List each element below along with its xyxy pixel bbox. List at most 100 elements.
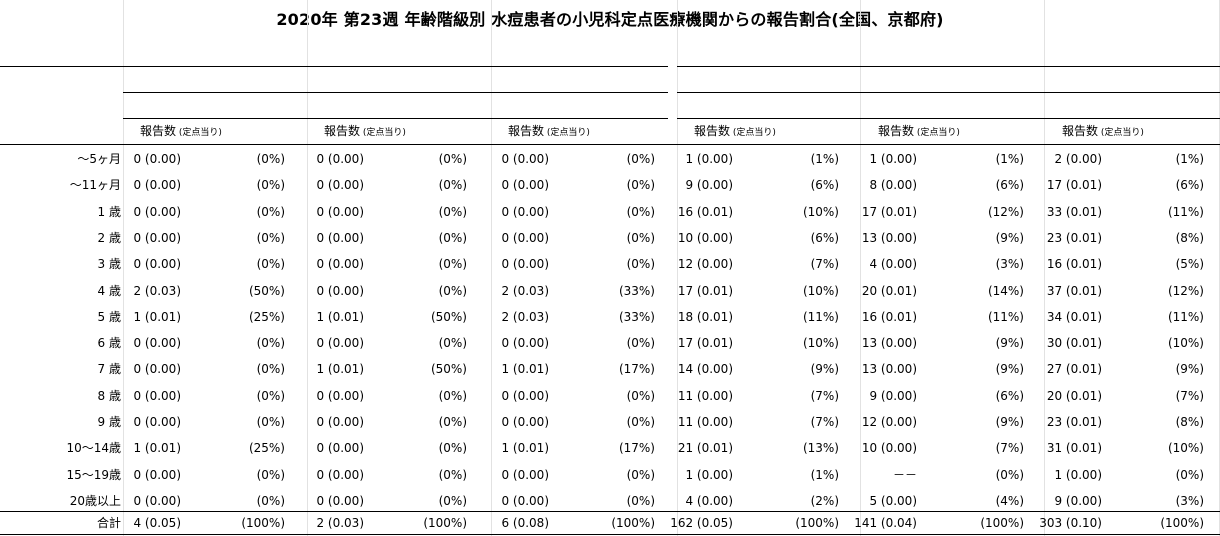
- count-note: (定点当り): [360, 128, 406, 138]
- count-cell: 0 (0.00): [133, 415, 181, 429]
- ratio-cell: (6%): [995, 178, 1024, 193]
- count-cell: 0 (0.00): [133, 178, 181, 193]
- count-cell: 20 (0.01): [1046, 388, 1102, 403]
- count-cell: 1 (0.00): [685, 467, 733, 482]
- ratio-cell: (0%): [256, 336, 285, 351]
- ratio-cell: (12%): [987, 204, 1024, 219]
- count-cell: 4 (0.00): [685, 493, 733, 508]
- count-column-header: 報告数 (定点当り): [324, 124, 406, 140]
- count-label: 報告数: [508, 124, 545, 138]
- ratio-cell: (9%): [810, 362, 839, 377]
- count-cell: 9 (0.00): [685, 178, 733, 193]
- count-cell: 13 (0.00): [861, 230, 917, 245]
- ratio-cell: (50%): [430, 309, 467, 324]
- ratio-cell: (0%): [256, 178, 285, 193]
- age-label: 15～19歳: [66, 467, 121, 482]
- ratio-cell: (6%): [810, 230, 839, 245]
- count-cell: 0 (0.00): [316, 204, 364, 219]
- count-cell: 20 (0.01): [861, 283, 917, 298]
- ratio-cell: (10%): [1167, 441, 1204, 456]
- count-cell: 0 (0.00): [316, 388, 364, 403]
- count-cell: 0 (0.00): [133, 467, 181, 482]
- ratio-cell: (0%): [1175, 467, 1204, 482]
- header-rule-sex: [677, 118, 1220, 119]
- report-title: 2020年 第23週 年齢階級別 水痘患者の小児科定点医療機関からの報告割合(全…: [276, 10, 944, 29]
- count-cell: 0 (0.00): [501, 257, 549, 272]
- count-cell: 0 (0.00): [133, 336, 181, 351]
- count-cell: 27 (0.01): [1046, 362, 1102, 377]
- ratio-cell: (0%): [256, 388, 285, 403]
- count-cell: 11 (0.00): [677, 415, 733, 429]
- count-cell: 0 (0.00): [501, 230, 549, 245]
- count-cell: 11 (0.00): [677, 388, 733, 403]
- ratio-cell: (100%): [795, 516, 839, 530]
- header-rule-bottom: [0, 144, 1220, 145]
- count-cell: 16 (0.01): [1046, 257, 1102, 272]
- table-bottom-rule: [0, 534, 1220, 535]
- count-cell: 2 (0.00): [1054, 152, 1102, 166]
- ratio-cell: (9%): [995, 336, 1024, 351]
- ratio-cell: (6%): [995, 388, 1024, 403]
- grid-line: [307, 0, 308, 536]
- ratio-cell: (3%): [995, 257, 1024, 272]
- ratio-cell: (0%): [438, 152, 467, 166]
- count-cell: 0 (0.00): [501, 204, 549, 219]
- ratio-cell: (3%): [1175, 493, 1204, 508]
- age-label: 20歳以上: [69, 493, 121, 508]
- header-rule-top: [677, 66, 1220, 67]
- count-cell: 21 (0.01): [677, 441, 733, 456]
- grid-line: [123, 0, 124, 536]
- header-rule-top: [0, 66, 668, 67]
- age-label: 4 歳: [97, 283, 121, 298]
- ratio-cell: (1%): [810, 152, 839, 166]
- ratio-cell: (10%): [802, 336, 839, 351]
- ratio-cell: (10%): [802, 204, 839, 219]
- total-rule: [0, 511, 1220, 512]
- count-cell: 10 (0.00): [677, 230, 733, 245]
- count-cell: 0 (0.00): [501, 178, 549, 193]
- ratio-cell: (6%): [810, 178, 839, 193]
- count-note: (定点当り): [730, 128, 776, 138]
- count-cell: 1 (0.01): [133, 309, 181, 324]
- ratio-cell: (1%): [810, 467, 839, 482]
- count-cell: 16 (0.01): [861, 309, 917, 324]
- ratio-cell: (0%): [438, 336, 467, 351]
- count-cell: 1 (0.01): [316, 309, 364, 324]
- ratio-cell: (11%): [1167, 309, 1204, 324]
- count-cell: 2 (0.03): [501, 309, 549, 324]
- ratio-cell: (0%): [995, 467, 1024, 482]
- ratio-cell: (5%): [1175, 257, 1204, 272]
- ratio-cell: (9%): [995, 362, 1024, 377]
- count-cell: 34 (0.01): [1046, 309, 1102, 324]
- count-cell: 12 (0.00): [861, 415, 917, 429]
- ratio-cell: (33%): [618, 309, 655, 324]
- ratio-cell: (0%): [626, 178, 655, 193]
- ratio-cell: (7%): [810, 388, 839, 403]
- ratio-cell: (0%): [626, 467, 655, 482]
- ratio-cell: (0%): [256, 415, 285, 429]
- ratio-cell: (100%): [423, 516, 467, 530]
- ratio-cell: (2%): [810, 493, 839, 508]
- ratio-cell: (9%): [1175, 362, 1204, 377]
- count-note: (定点当り): [544, 128, 590, 138]
- count-cell: 10 (0.00): [861, 441, 917, 456]
- ratio-cell: (11%): [802, 309, 839, 324]
- count-note: (定点当り): [914, 128, 960, 138]
- count-label: 報告数: [694, 124, 731, 138]
- count-cell: 141 (0.04): [854, 516, 917, 530]
- count-cell: 8 (0.00): [869, 178, 917, 193]
- ratio-cell: (0%): [438, 493, 467, 508]
- age-label: 10～14歳: [66, 441, 121, 456]
- count-cell: 0 (0.00): [501, 467, 549, 482]
- header-rule-region: [677, 92, 1220, 93]
- age-label: 8 歳: [97, 388, 121, 403]
- ratio-cell: (0%): [438, 204, 467, 219]
- count-note: (定点当り): [176, 128, 222, 138]
- ratio-cell: (7%): [810, 415, 839, 429]
- count-cell: 303 (0.10): [1039, 516, 1102, 530]
- count-cell: 1 (0.01): [501, 441, 549, 456]
- count-cell: 0 (0.00): [501, 336, 549, 351]
- ratio-cell: (1%): [995, 152, 1024, 166]
- ratio-cell: (0%): [256, 204, 285, 219]
